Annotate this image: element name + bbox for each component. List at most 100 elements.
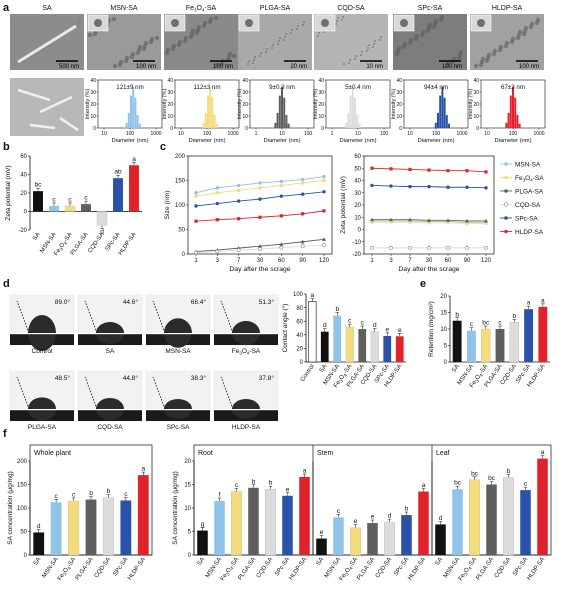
tangent-line [16,376,30,410]
data-point [279,183,283,187]
data-point [237,188,241,192]
y-tick-label: 0 [170,126,173,132]
particle [348,62,350,64]
particle [413,36,419,42]
bar [33,191,43,212]
y-tick-label: 20 [242,102,248,108]
dls-bar [441,86,444,128]
dls-size-label: 121±9 nm [116,84,143,91]
dls-bar [516,115,519,128]
significance-letter: f [219,491,221,498]
y-tick-label: 20 [184,459,191,465]
dls-bar [215,123,218,128]
particle [355,55,357,57]
bar [495,329,505,362]
dls-bar [127,112,130,128]
x-tick-label: 1 [370,258,374,264]
significance-letter: b [107,488,111,495]
data-point [370,245,374,250]
y-tick-label: 40 [396,78,402,84]
data-point [258,186,262,190]
data-point [408,184,412,189]
dls-bar [439,95,442,128]
particle [248,60,250,62]
particle [342,16,344,18]
x-category-label: SA [197,557,207,567]
x-category-label: Fe3O4-SA [469,364,490,390]
y-tick-label: 0 [399,126,402,132]
dls-size-label: 9±0.3 nm [269,84,295,91]
contact-angle-photo: 38.3° SPc-SA [145,370,211,431]
data-point [446,218,450,222]
contact-angle-photo: 37.8° HLDP-SA [213,370,279,431]
y-tick-label: 30 [90,90,96,96]
x-category-label: Fe3O4-SA [53,232,74,258]
significance-letter: c [235,482,239,489]
data-point [427,245,431,250]
particle [341,19,343,21]
particle [296,28,298,30]
significance-letter: b [89,490,93,497]
stem-bar-chart: e SA c MSN-SA e Fe3O4-SA e PLGA-SA d CQD-SA b SPc-S… [312,461,432,582]
data-point [408,167,412,172]
x-tick-label: 120 [481,258,492,264]
x-category-label: CQD-SA [256,557,274,580]
y-axis-label: SA concentration (μg/mg) [172,471,179,544]
dls-bar [285,115,288,128]
angle-value: 37.8° [259,374,275,382]
dls-bar [202,122,205,128]
data-point [258,181,262,185]
tangent-line [152,300,166,334]
angle-value: 51.3° [259,298,275,306]
y-tick-label: 0 [245,126,248,132]
legend-marker [504,229,508,234]
tangent-line [16,300,30,334]
particle [29,57,31,59]
legend-label: MSN-SA [515,161,541,168]
dls-x-label: Diameter (nm) [263,138,300,144]
data-point [389,184,393,188]
photo-label: CQD-SA [97,424,123,431]
y-tick-label: 10 [242,114,248,120]
dls-bar [505,122,508,128]
significance-letter: g [201,521,205,528]
significance-letter: c [498,320,502,327]
particle [16,18,18,20]
data-point [427,218,431,222]
y-tick-label: 0 [188,553,192,559]
y-tick-label: 200 [175,154,186,160]
data-point [279,245,284,250]
data-point [370,217,374,222]
scale-bar-label: 100 nm [213,64,233,70]
data-point [370,183,374,188]
dls-bar [443,97,446,128]
bar [320,331,329,362]
particle [354,58,356,60]
angle-value: 68.4° [191,298,207,306]
significance-letter: bc [471,470,479,477]
particle [214,62,220,68]
subplot-title: Stem [317,450,334,457]
particle [407,40,413,46]
x-category-label: HLDP-SA [407,557,427,582]
particle [401,44,407,50]
dls-bar [125,122,128,128]
photo-label: HLDP-SA [232,424,261,431]
tem-title: SA [42,5,52,12]
particle [141,46,147,52]
bar [524,309,533,362]
angle-value: 44.6° [123,298,139,306]
dls-bar [274,122,277,128]
baseline [146,333,210,335]
y-tick-label: 0 [444,360,448,366]
x-tick-label: 1 [255,131,258,137]
particle [154,35,160,41]
y-tick-label: 30 [318,90,324,96]
dls-bar [437,112,439,128]
bar [316,538,327,555]
y-tick-label: 30 [167,90,173,96]
contact-angle-photo: 51.3° Fe3O4-SA [213,294,279,356]
significance-letter: c [524,481,528,488]
scale-bar-label: 100 nm [136,64,156,70]
y-tick-label: 50 [354,166,361,172]
